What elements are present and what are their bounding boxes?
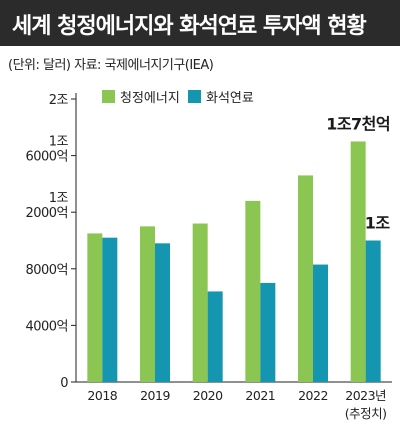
bar-fossil-fuel-2023년: [365, 240, 381, 382]
bar-fossil-fuel-2018: [102, 237, 118, 382]
y-tick-label: 4000억: [25, 319, 68, 334]
bar-fossil-fuel-2022: [313, 264, 328, 382]
legend-label: 화석연료: [206, 91, 254, 106]
bar-clean-energy-2020: [192, 223, 208, 382]
bar-fossil-fuel-2020: [207, 291, 223, 382]
bar-clean-energy-2022: [298, 175, 313, 382]
title-bar: 세계 청정에너지와 화석연료 투자액 현황: [0, 0, 400, 46]
y-tick-label: 2조: [49, 93, 69, 108]
x-tick-label: 2018: [87, 388, 117, 403]
legend-swatch-clean-energy: [102, 90, 115, 103]
y-tick-label: 1조 6000억: [25, 135, 68, 165]
bar-clean-energy-2019: [140, 226, 155, 382]
bar-clean-energy-2018: [87, 233, 103, 382]
legend-label: 청정에너지: [120, 91, 180, 106]
bar-fossil-fuel-2019: [155, 243, 170, 382]
x-tick-label: 2019: [140, 388, 170, 403]
legend-swatch-fossil-fuel: [188, 90, 201, 103]
x-tick-label: 2022: [298, 388, 328, 403]
x-tick-note: (추정치): [345, 406, 387, 421]
bar-clean-energy-2021: [245, 200, 261, 382]
chart-subtitle: (단위: 달러) 자료: 국제에너지기구(IEA): [8, 58, 214, 73]
x-tick-label: 2020: [193, 388, 223, 403]
bar-clean-energy-2023년: [350, 141, 366, 382]
chart-title: 세계 청정에너지와 화석연료 투자액 현황: [12, 14, 367, 39]
y-tick-label: 1조 2000억: [25, 191, 68, 221]
bar-fossil-fuel-2021: [260, 282, 276, 382]
data-label: 1조7천억: [326, 114, 390, 133]
y-tick-label: 0: [60, 376, 68, 391]
data-label: 1조: [365, 214, 391, 233]
y-tick-label: 8000억: [25, 263, 68, 278]
x-tick-label: 2023년: [345, 388, 386, 403]
x-tick-label: 2021: [245, 388, 275, 403]
